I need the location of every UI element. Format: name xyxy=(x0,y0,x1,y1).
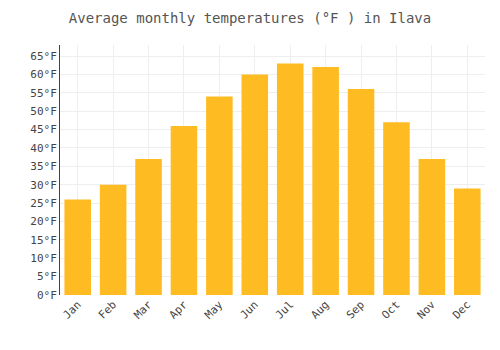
svg-text:Oct: Oct xyxy=(379,298,402,321)
svg-text:15°F: 15°F xyxy=(30,234,57,247)
svg-text:50°F: 50°F xyxy=(30,105,57,118)
svg-text:Sep: Sep xyxy=(344,298,367,321)
svg-text:Jun: Jun xyxy=(238,298,261,321)
svg-text:5°F: 5°F xyxy=(37,270,57,283)
svg-text:40°F: 40°F xyxy=(30,142,57,155)
svg-text:Nov: Nov xyxy=(415,298,439,322)
svg-text:0°F: 0°F xyxy=(37,289,57,302)
svg-text:25°F: 25°F xyxy=(30,197,57,210)
svg-text:Mar: Mar xyxy=(131,298,155,322)
svg-text:10°F: 10°F xyxy=(30,252,57,265)
svg-text:Apr: Apr xyxy=(167,298,191,322)
svg-text:Jan: Jan xyxy=(60,298,83,321)
svg-text:20°F: 20°F xyxy=(30,215,57,228)
svg-text:45°F: 45°F xyxy=(30,123,57,136)
svg-text:Average monthly temperatures (: Average monthly temperatures (°F ) in Il… xyxy=(69,10,431,26)
svg-text:55°F: 55°F xyxy=(30,87,57,100)
svg-text:Aug: Aug xyxy=(308,298,331,321)
svg-text:Jul: Jul xyxy=(273,298,296,321)
svg-text:30°F: 30°F xyxy=(30,179,57,192)
svg-text:60°F: 60°F xyxy=(30,68,57,81)
svg-text:Dec: Dec xyxy=(450,298,473,321)
svg-text:Feb: Feb xyxy=(96,298,119,321)
svg-text:35°F: 35°F xyxy=(30,160,57,173)
svg-text:May: May xyxy=(202,298,226,322)
svg-text:65°F: 65°F xyxy=(30,50,57,63)
